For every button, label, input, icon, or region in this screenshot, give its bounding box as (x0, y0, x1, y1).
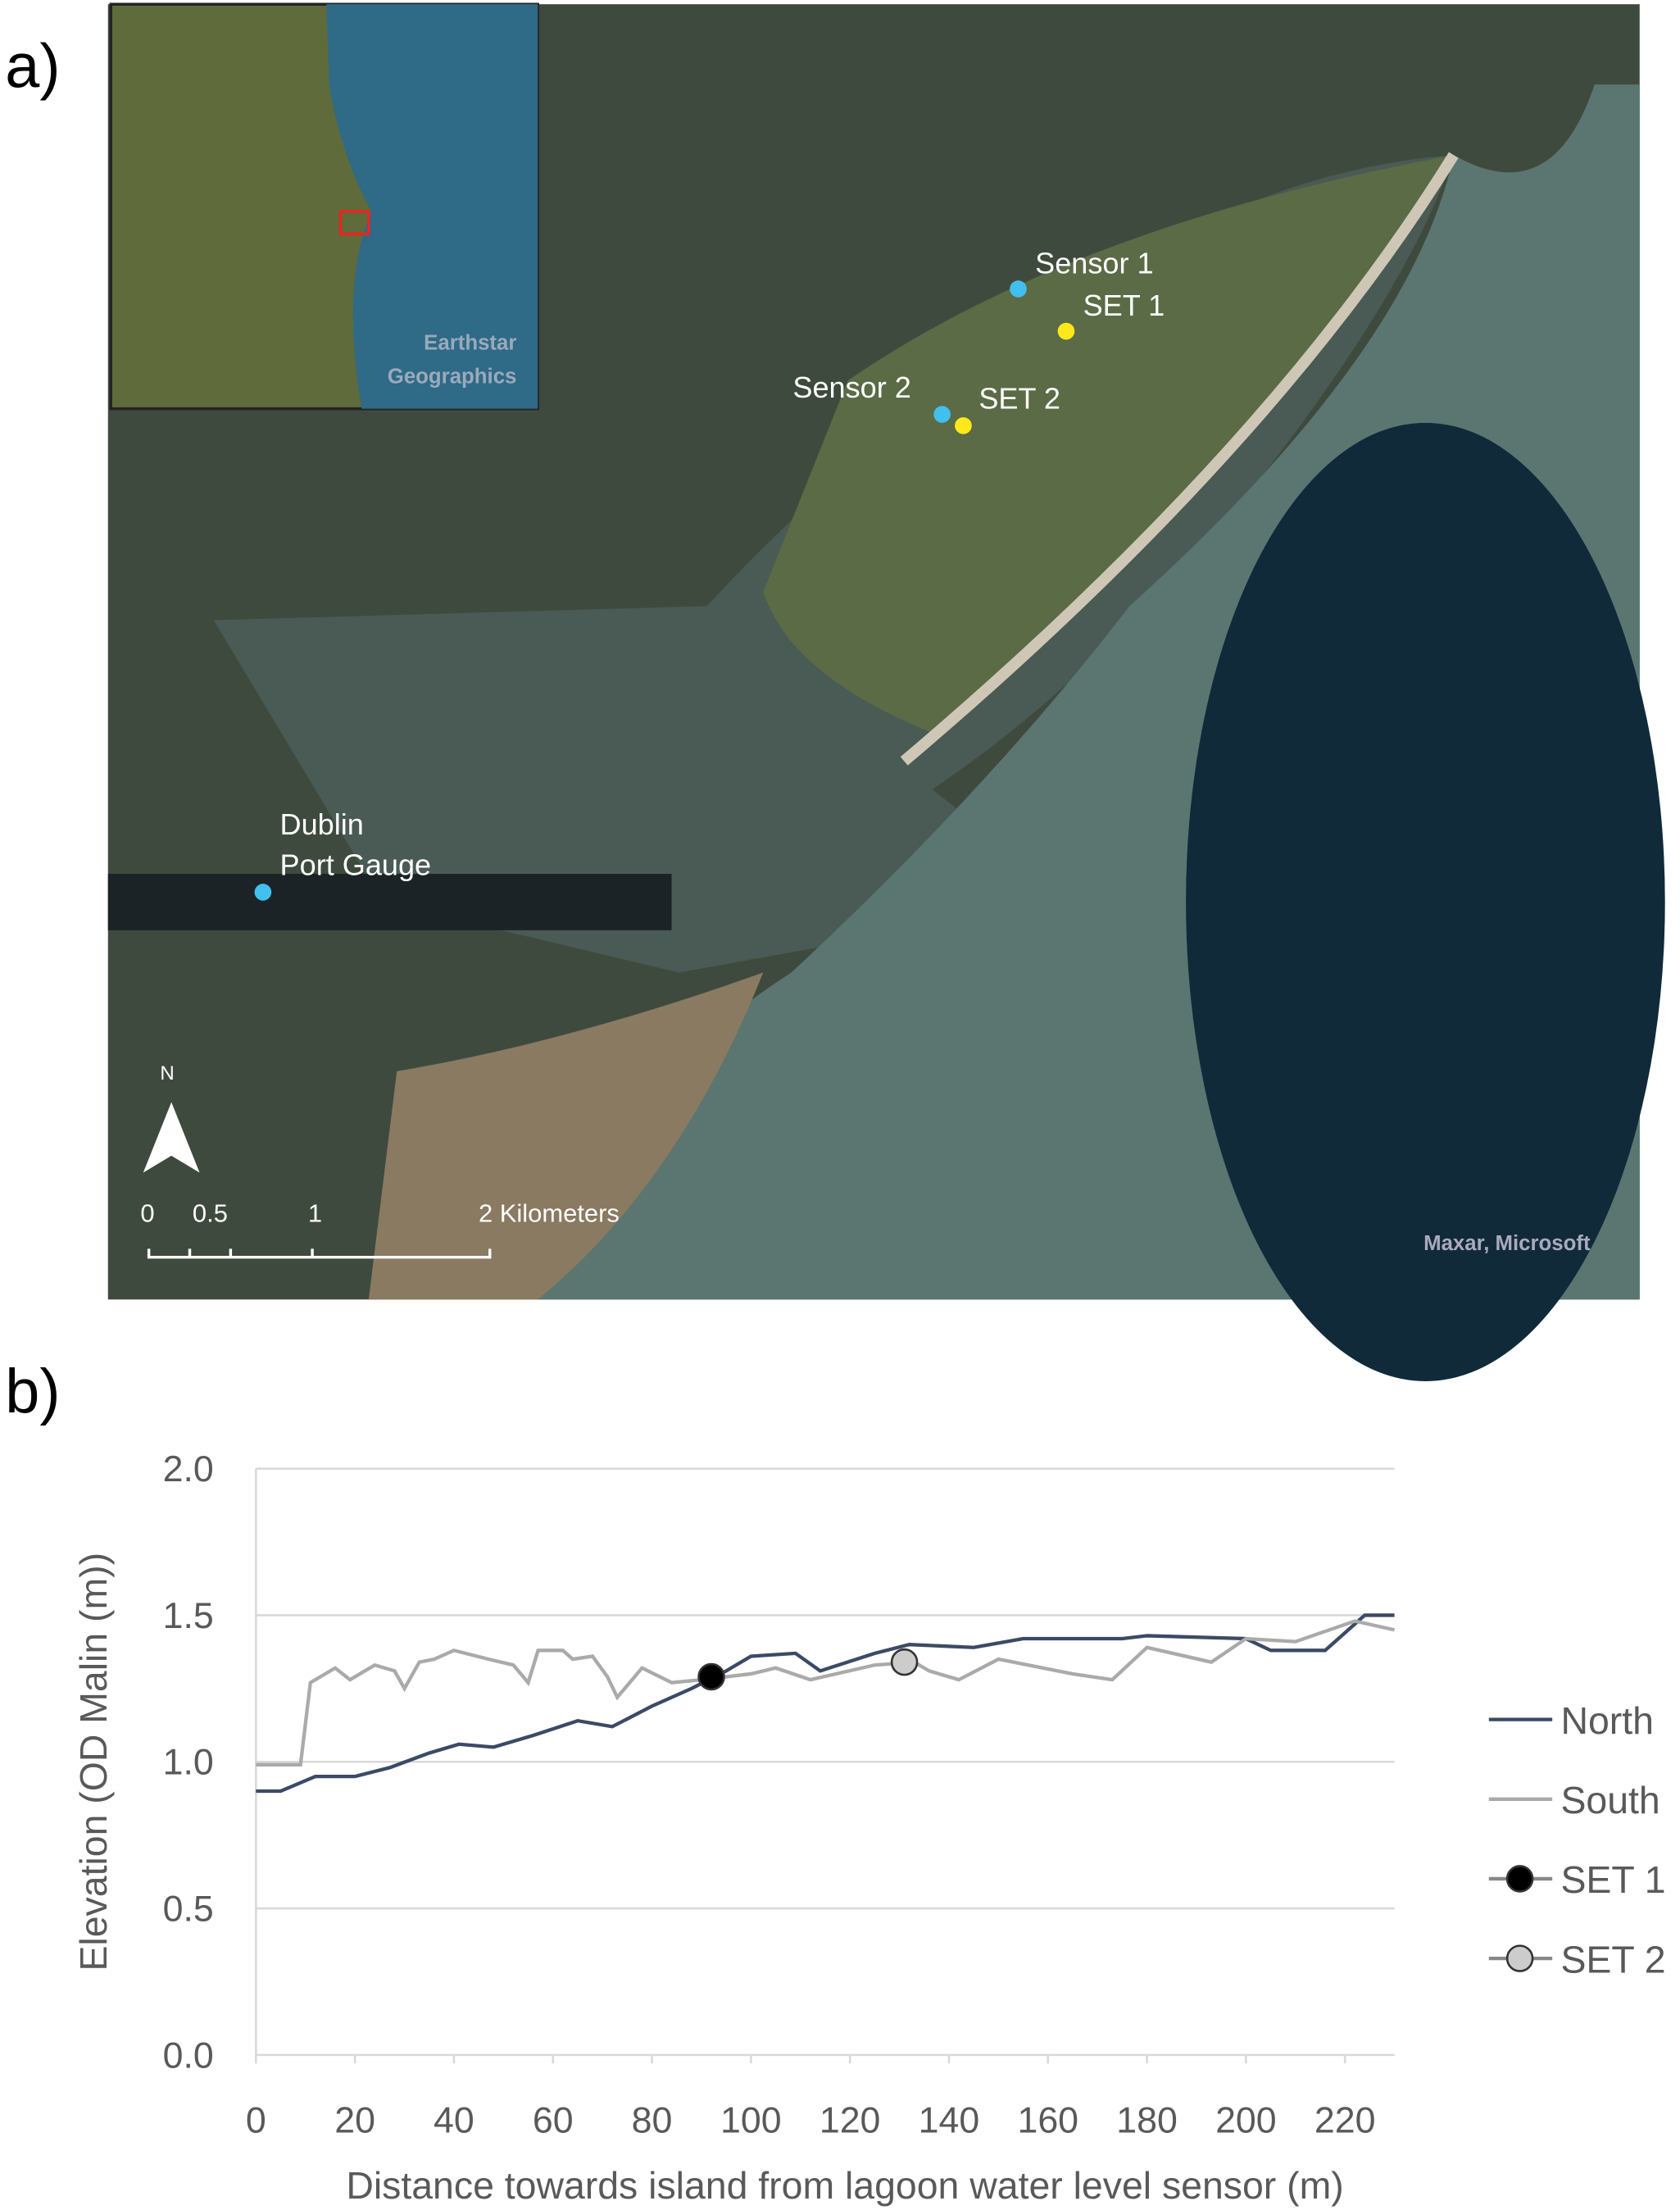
inset-credit: Geographics (388, 366, 517, 389)
x-tick-label: 160 (1017, 2100, 1078, 2140)
scale-label: 2 Kilometers (479, 1199, 620, 1228)
y-tick-label: 2.0 (163, 1449, 214, 1489)
point (697, 1662, 725, 1691)
north-arrow (143, 1102, 200, 1173)
map-label: SET 2 (978, 382, 1060, 416)
y-axis-title: Elevation (OD Malin (m)) (72, 1553, 115, 1971)
map-label: Sensor 1 (1035, 247, 1153, 280)
y-tick-label: 0.5 (163, 1889, 214, 1930)
x-tick-label: 0 (246, 2100, 266, 2140)
inset-credit: Earthstar (424, 331, 516, 354)
x-tick-label: 60 (533, 2100, 574, 2140)
legend-label: South (1560, 1779, 1660, 1821)
scale-bar (147, 1248, 492, 1259)
scale-label: 0.5 (193, 1199, 228, 1228)
legend-marker (1505, 1944, 1534, 1972)
x-tick-label: 140 (919, 2100, 980, 2140)
inset-box (338, 210, 370, 236)
gauge-point (254, 884, 272, 901)
map-label: Dublin (280, 807, 364, 841)
map-label: SET 1 (1083, 289, 1165, 322)
x-tick-label: 120 (820, 2100, 881, 2140)
map-labels: Sensor 1 SET 1 Sensor 2 SET 2 Dublin Por… (160, 247, 1165, 1085)
beach (900, 152, 1459, 766)
x-tick-label: 200 (1215, 2100, 1277, 2140)
x-tick-label: 40 (434, 2100, 474, 2140)
x-tick-label: 20 (334, 2100, 375, 2140)
y-tick-label: 1.0 (163, 1743, 214, 1783)
legend-marker (1505, 1865, 1534, 1893)
x-tick-label: 220 (1314, 2100, 1376, 2140)
x-axis-title: Distance towards island from lagoon wate… (346, 2164, 1343, 2207)
sensor-point (933, 406, 951, 423)
north-label: N (160, 1062, 174, 1085)
x-tick-label: 80 (632, 2100, 673, 2140)
set-point (955, 416, 972, 434)
series-line (256, 1619, 1396, 1767)
deep-sea (1186, 422, 1665, 1381)
map-label: Sensor 2 (792, 371, 910, 404)
panel-label: a) (5, 33, 60, 102)
sandflats (368, 972, 764, 1300)
x-tick-label: 180 (1116, 2100, 1178, 2140)
set-point (1057, 322, 1075, 340)
series-line (256, 1613, 1395, 1794)
map-credit: Maxar, Microsoft (1423, 1232, 1591, 1255)
scale-labels: 0 0.5 1 2 Kilometers (140, 1199, 620, 1228)
y-tick-label: 1.5 (163, 1596, 214, 1636)
bull-island (763, 155, 1454, 734)
map: Sensor 1 SET 1 Sensor 2 SET 2 Dublin Por… (107, 2, 1665, 1381)
sensor-point (1010, 280, 1027, 298)
legend-label: SET 2 (1560, 1938, 1665, 1980)
panel-label: b) (5, 1357, 60, 1426)
scale-label: 1 (308, 1199, 322, 1228)
legend-label: SET 1 (1560, 1858, 1665, 1901)
x-tick-label: 100 (720, 2100, 782, 2140)
river (107, 874, 672, 930)
legend-label: North (1560, 1699, 1653, 1742)
inset-sea (326, 4, 538, 409)
point (890, 1648, 919, 1676)
scale-label: 0 (140, 1199, 154, 1228)
map-label: Port Gauge (280, 848, 432, 882)
y-tick-label: 0.0 (163, 2035, 214, 2076)
